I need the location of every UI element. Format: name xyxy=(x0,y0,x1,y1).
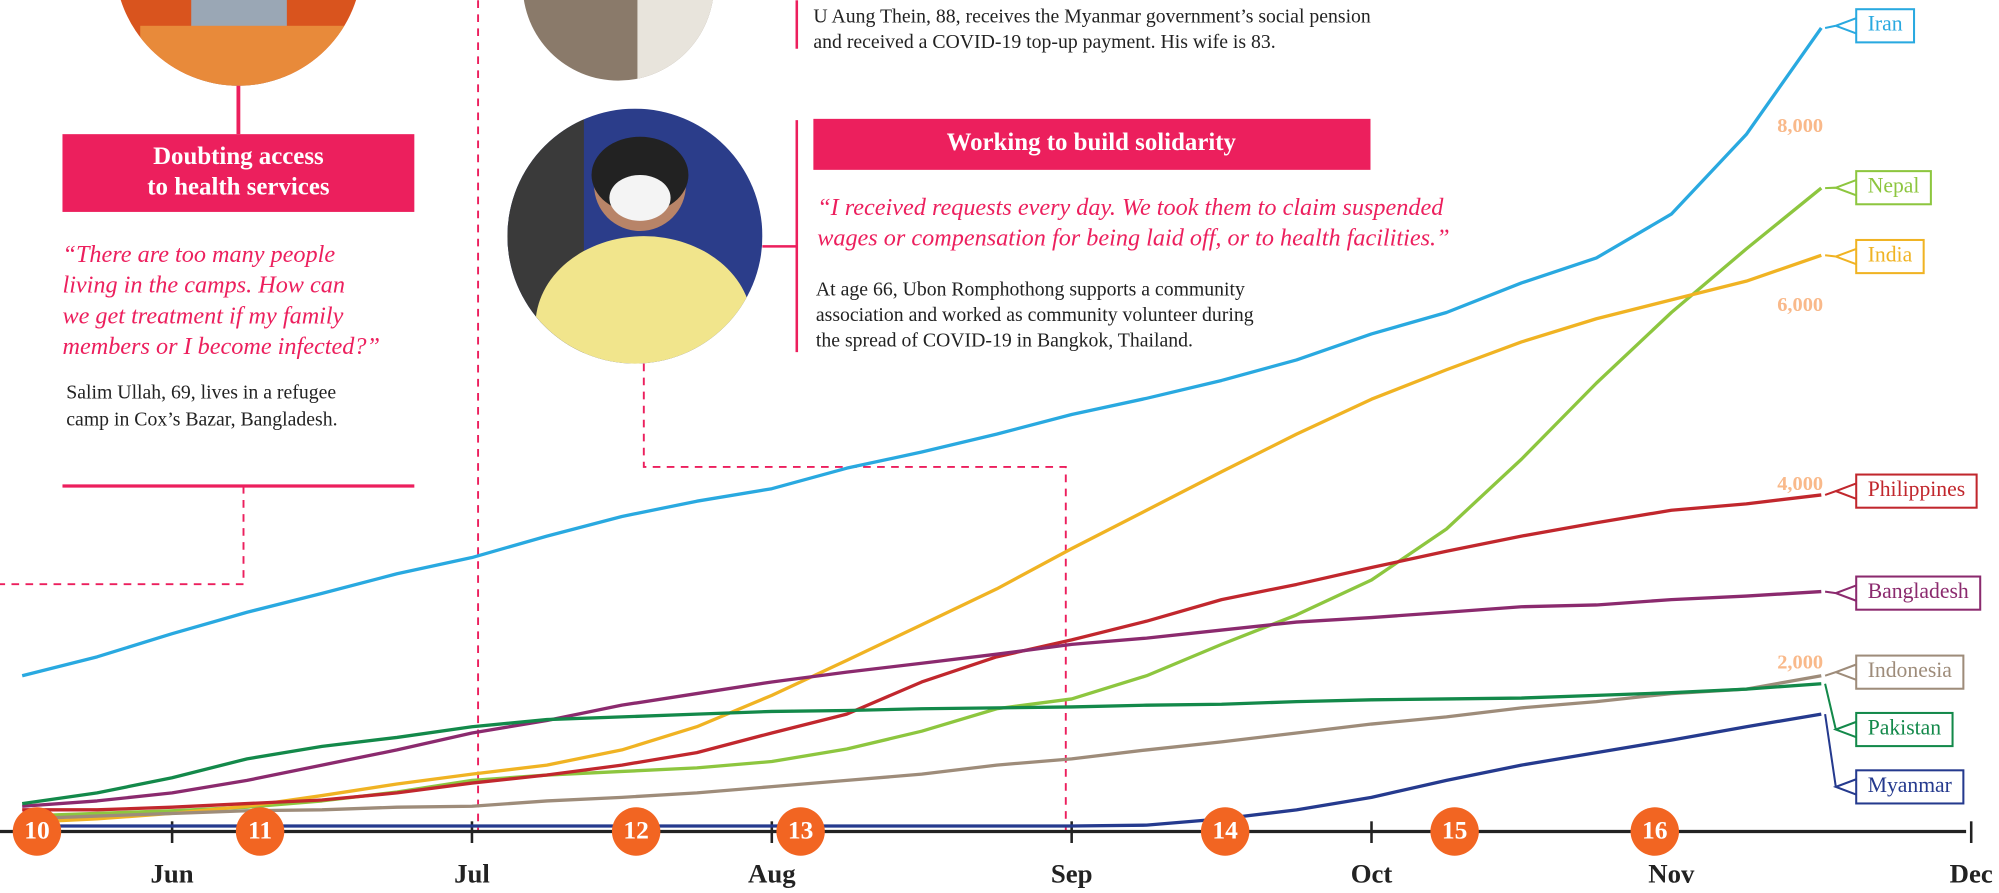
legend-label: Philippines xyxy=(1868,477,1965,501)
x-tick-label: Oct xyxy=(1351,858,1393,888)
legend-label: Bangladesh xyxy=(1868,579,1969,603)
legend-label: Myanmar xyxy=(1868,773,1953,797)
marker-label: 15 xyxy=(1442,816,1467,845)
story-quote: wages or compensation for being laid off… xyxy=(817,225,1449,252)
x-tick-label: Nov xyxy=(1648,858,1695,888)
marker-label: 14 xyxy=(1212,816,1238,845)
label-pointer xyxy=(1825,483,1856,498)
marker-label: 10 xyxy=(24,816,49,845)
x-tick-label: Dec xyxy=(1950,858,1993,888)
story-caption: At age 66, Ubon Romphothong supports a c… xyxy=(816,278,1245,300)
story-caption: association and worked as community volu… xyxy=(816,304,1254,326)
story-quote: living in the camps. How can xyxy=(62,272,345,299)
y-tick-label: 2,000 xyxy=(1777,652,1823,674)
label-pointer xyxy=(1825,714,1856,794)
label-pointer xyxy=(1825,684,1856,737)
story-caption: camp in Cox’s Bazar, Bangladesh. xyxy=(66,409,337,431)
label-pointer xyxy=(1825,249,1856,264)
legend-label: India xyxy=(1868,243,1913,267)
photo xyxy=(507,109,762,415)
infographic: Doubting access to health services “There … xyxy=(0,0,1999,893)
story-quote: members or I become infected?” xyxy=(62,333,379,360)
page: {"chart_data": {"type": "line", "categor… xyxy=(0,0,1999,893)
photo xyxy=(510,0,727,90)
x-tick-label: Jun xyxy=(151,858,194,888)
story-quote: we get treatment if my family xyxy=(62,302,343,329)
y-tick-label: 6,000 xyxy=(1777,294,1823,316)
x-tick-label: Aug xyxy=(748,858,796,888)
marker-label: 11 xyxy=(248,816,272,845)
story-quote: “There are too many people xyxy=(62,241,335,268)
label-pointer xyxy=(1825,18,1856,33)
photo xyxy=(115,0,370,90)
story-title: to health services xyxy=(147,174,330,201)
story-title: Working to build solidarity xyxy=(947,129,1237,156)
label-pointer xyxy=(1825,585,1856,600)
story-caption: the spread of COVID-19 in Bangkok, Thail… xyxy=(816,329,1193,351)
label-pointer xyxy=(1825,180,1856,195)
legend-label: Iran xyxy=(1868,12,1903,36)
marker-label: 12 xyxy=(623,816,648,845)
legend-label: Indonesia xyxy=(1868,658,1953,682)
y-tick-label: 8,000 xyxy=(1777,115,1823,137)
legend-label: Pakistan xyxy=(1868,715,1942,739)
series-line xyxy=(22,684,1821,804)
story-title: Doubting access xyxy=(153,143,324,170)
x-tick-label: Jul xyxy=(454,858,490,888)
marker-label: 16 xyxy=(1642,816,1667,845)
legend-label: Nepal xyxy=(1868,174,1920,198)
series-line xyxy=(22,495,1821,810)
marker-label: 13 xyxy=(788,816,813,845)
label-pointer xyxy=(1825,665,1856,680)
x-tick-label: Sep xyxy=(1051,858,1093,888)
story-caption: U Aung Thein, 88, receives the Myanmar g… xyxy=(813,6,1371,28)
y-tick-label: 4,000 xyxy=(1777,473,1823,495)
story-caption: Salim Ullah, 69, lives in a refugee xyxy=(66,382,336,404)
story-quote: “I received requests every day. We took … xyxy=(817,194,1444,221)
story-caption: and received a COVID-19 top-up payment. … xyxy=(813,31,1275,53)
